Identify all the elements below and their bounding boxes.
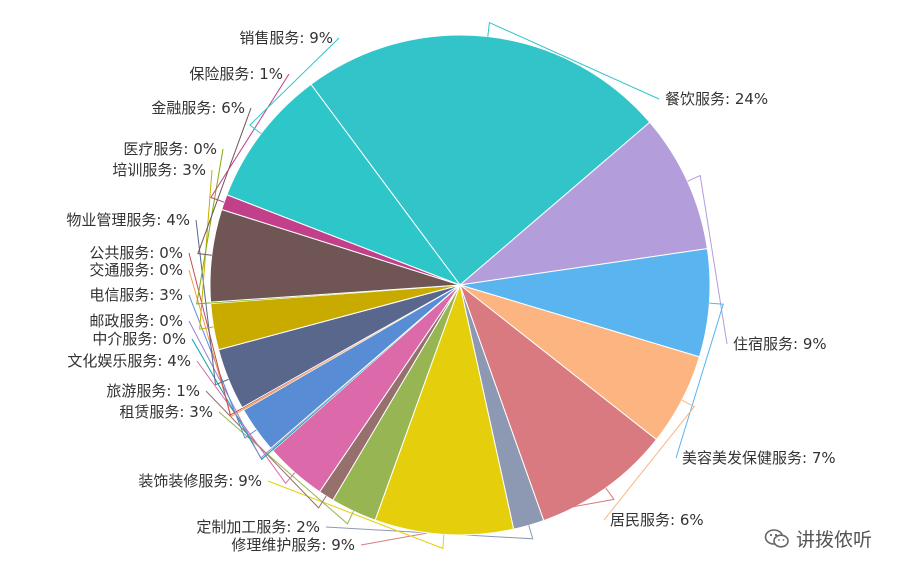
pie-slice-4 [458, 283, 658, 522]
watermark: 讲拨侬听 [764, 525, 872, 552]
pie-slice-20 [226, 83, 462, 287]
slice-label-5: 定制加工服务: 2% [196, 518, 320, 536]
leader-line-15 [195, 219, 229, 386]
pie-slice-0 [310, 34, 651, 286]
pie-slice-6 [374, 283, 515, 536]
leader-line-18 [197, 107, 252, 256]
leader-line-3 [603, 399, 696, 521]
slice-label-1: 住宿服务: 9% [733, 335, 827, 353]
slice-label-0: 餐饮服务: 24% [665, 90, 768, 108]
slice-label-14: 公共服务: 0% [89, 244, 183, 262]
pie-slice-1 [458, 121, 708, 286]
leader-line-1 [687, 174, 728, 345]
slice-label-17: 医疗服务: 0% [123, 140, 217, 158]
leader-line-20 [249, 37, 340, 134]
slice-label-4: 修理维护服务: 9% [231, 536, 355, 554]
slice-label-2: 美容美发保健服务: 7% [682, 449, 836, 467]
slice-label-18: 金融服务: 6% [151, 99, 245, 117]
leader-line-19 [210, 73, 290, 203]
slice-label-15: 物业管理服务: 4% [66, 211, 190, 229]
watermark-text: 讲拨侬听 [795, 529, 872, 551]
slice-label-3: 居民服务: 6% [610, 511, 704, 529]
pie-slice-2 [459, 248, 711, 358]
leader-line-2 [675, 302, 724, 459]
slice-label-10: 中介服务: 0% [92, 330, 186, 348]
slice-label-19: 保险服务: 1% [189, 65, 283, 83]
slice-label-6: 装饰装修服务: 9% [138, 472, 262, 490]
slice-label-9: 文化娱乐服务: 4% [67, 352, 191, 370]
slice-label-12: 电信服务: 3% [89, 286, 183, 304]
leader-line-17 [196, 148, 224, 305]
leader-line-12 [188, 294, 257, 439]
leader-line-8 [205, 390, 327, 509]
slice-label-7: 租赁服务: 3% [119, 403, 213, 421]
leader-line-16 [199, 169, 214, 330]
leader-line-14 [188, 252, 243, 416]
leader-line-13 [188, 269, 244, 418]
leader-line-6 [267, 480, 445, 550]
slice-label-11: 邮政服务: 0% [89, 312, 183, 330]
slice-label-8: 旅游服务: 1% [106, 382, 200, 400]
slice-label-13: 交通服务: 0% [89, 261, 183, 279]
slice-label-16: 培训服务: 3% [112, 161, 206, 179]
leader-line-5 [325, 525, 534, 540]
wechat-icon [764, 528, 789, 548]
leader-line-0 [487, 21, 660, 100]
slice-label-20: 销售服务: 9% [239, 29, 333, 47]
